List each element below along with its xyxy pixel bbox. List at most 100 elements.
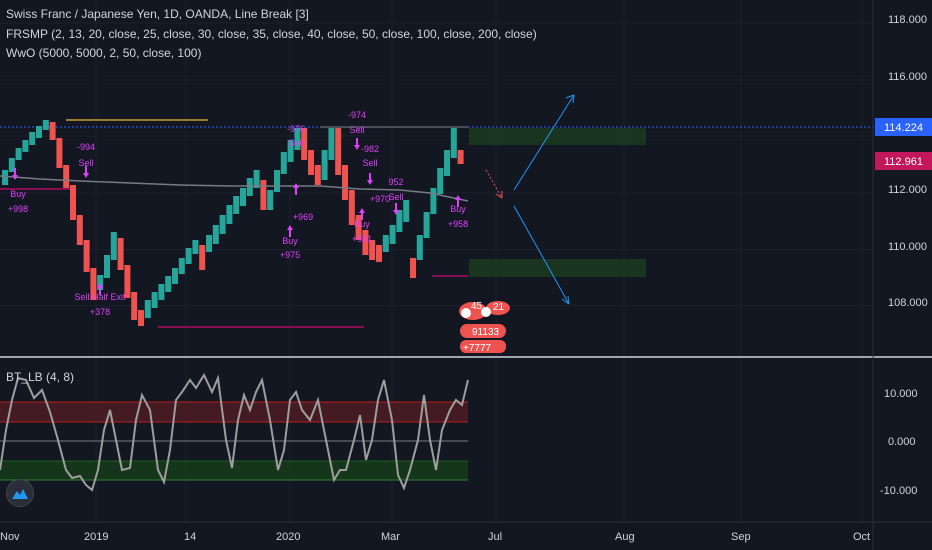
- lower-target-zone: [469, 259, 646, 277]
- signal-label-sell: -994: [77, 142, 95, 152]
- line-break-brick: [362, 230, 369, 255]
- line-break-brick: [376, 245, 382, 262]
- oscillator-title[interactable]: BT_LB (4, 8): [6, 370, 75, 384]
- line-break-brick: [403, 200, 410, 222]
- line-break-brick: [131, 292, 138, 320]
- line-break-brick: [22, 140, 29, 152]
- line-break-brick: [83, 240, 90, 272]
- signal-markers: Buy +998 -994 Sell Sell Half Exit +378 -976 Sel…: [8, 110, 468, 317]
- price-tick-116: 116.000: [888, 71, 927, 83]
- line-break-brick: [423, 212, 430, 238]
- line-break-brick: [124, 265, 131, 298]
- indicator-frsmp-legend[interactable]: FRSMP (2, 13, 20, close, 25, close, 30, …: [6, 27, 537, 41]
- price-tick-112: 112.000: [888, 184, 927, 196]
- osc-tick-10: 10.000: [884, 388, 918, 400]
- upper-target-zone: [469, 128, 646, 145]
- signal-label-buy: +975: [280, 250, 300, 260]
- badge-21: 21: [493, 302, 505, 313]
- arrow-down-icon: [367, 173, 373, 185]
- current-price-label: 112.961: [884, 156, 923, 168]
- signal-label-sell: -976: [287, 124, 305, 134]
- line-break-brick: [369, 240, 376, 260]
- arrow-up-icon: [287, 225, 293, 237]
- osc-tick-neg10: -10.000: [880, 485, 917, 497]
- logo-mountain-icon: [12, 489, 28, 499]
- signal-label-sell: Sell: [288, 138, 303, 148]
- line-break-brick: [260, 180, 267, 210]
- arrow-up-icon: [293, 183, 299, 195]
- time-label-14: 14: [184, 531, 196, 543]
- badge-bg-3: [460, 324, 506, 338]
- moving-average-line: [0, 175, 469, 202]
- line-break-brick: [158, 284, 165, 300]
- line-break-brick: [396, 210, 403, 232]
- signal-label-buy: +969: [293, 212, 313, 222]
- last-price-label-bg: [875, 118, 932, 136]
- arrow-down-icon: [393, 203, 399, 215]
- indicator-wwo-legend[interactable]: WwO (5000, 5000, 2, 50, close, 100): [6, 46, 202, 60]
- price-axis[interactable]: 118.000 116.000 114.000 112.000 110.000 …: [872, 0, 932, 550]
- line-break-brick: [410, 258, 416, 278]
- time-axis[interactable]: Nov 2019 14 2020 Mar Jul Aug Sep Oct: [0, 521, 932, 543]
- projection-up-arrow[interactable]: [513, 94, 575, 191]
- line-break-brick: [185, 248, 192, 264]
- signal-label-sell: Sell: [362, 158, 377, 168]
- signal-label-sell: Sell: [78, 158, 93, 168]
- signal-label-buy: Buy: [10, 189, 26, 199]
- line-break-brick: [36, 126, 42, 138]
- line-break-brick: [389, 225, 396, 244]
- signal-label-sell: 952: [388, 177, 403, 187]
- line-break-brick: [192, 240, 199, 254]
- line-break-brick: [70, 185, 76, 220]
- signal-label-buy: Buy: [450, 204, 466, 214]
- projection-short-arrow[interactable]: [485, 169, 503, 199]
- arrow-down-icon: [12, 168, 18, 180]
- signal-label-buy: Buy: [282, 236, 298, 246]
- oversold-band: [0, 461, 468, 480]
- signal-label-sell: +378: [90, 307, 110, 317]
- time-label-2020: 2020: [276, 531, 300, 543]
- signal-label-buy: +961: [352, 234, 372, 244]
- line-break-brick: [348, 190, 355, 225]
- line-break-brick: [321, 150, 328, 180]
- price-tick-110: 110.000: [888, 241, 927, 253]
- time-label-mar: Mar: [381, 531, 400, 543]
- line-break-brick: [382, 235, 389, 252]
- badge-45: 45: [471, 301, 483, 312]
- projection-down-arrow[interactable]: [513, 205, 570, 305]
- grid-lines: [0, 0, 873, 522]
- line-break-brick: [267, 190, 274, 210]
- oscillator-pane[interactable]: [0, 356, 932, 492]
- overbought-band: [0, 402, 468, 422]
- signal-label-sell: -982: [361, 144, 379, 154]
- line-break-brick: [280, 152, 287, 174]
- badge-91133: 91133: [472, 327, 500, 338]
- line-break-brick: [274, 170, 280, 192]
- signal-label-sell: Sell: [349, 125, 364, 135]
- line-break-brick: [233, 196, 240, 214]
- last-price-label: 114.224: [884, 122, 923, 134]
- line-break-brick: [226, 205, 233, 224]
- arrow-up-icon: [359, 208, 365, 220]
- trade-badges[interactable]: 45 21 91133 +7777: [459, 301, 510, 354]
- chart-title[interactable]: Swiss Franc / Japanese Yen, 1D, OANDA, L…: [6, 7, 309, 21]
- line-break-brick: [42, 120, 49, 130]
- arrow-down-icon: [83, 166, 89, 178]
- line-break-brick: [97, 275, 104, 290]
- line-break-brick: [104, 255, 110, 278]
- line-break-brick: [49, 122, 56, 140]
- oscillator-line: [0, 372, 469, 492]
- line-break-brick: [178, 258, 185, 274]
- line-break-brick: [246, 178, 253, 196]
- line-break-brick: [56, 138, 63, 168]
- line-break-brick: [328, 128, 335, 160]
- time-label-nov: Nov: [0, 531, 20, 543]
- line-break-bricks: [2, 120, 464, 326]
- tradingview-logo-icon[interactable]: [6, 479, 34, 507]
- line-break-brick: [335, 128, 342, 175]
- price-tick-108: 108.000: [888, 297, 928, 309]
- line-break-brick: [172, 268, 178, 284]
- line-break-brick: [117, 238, 124, 270]
- line-break-brick: [301, 128, 308, 160]
